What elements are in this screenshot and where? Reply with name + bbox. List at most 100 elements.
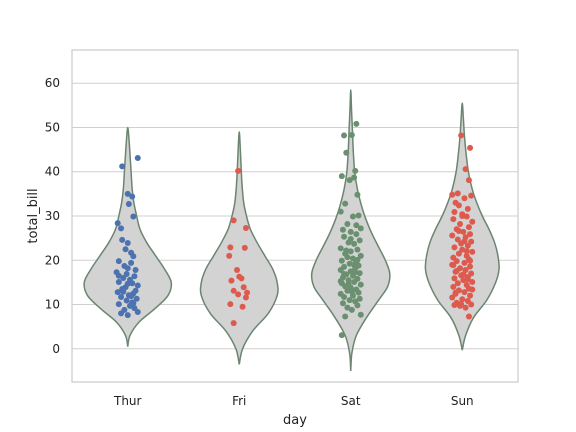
point-sat bbox=[341, 132, 348, 139]
point-sun bbox=[453, 267, 460, 274]
point-sat bbox=[347, 228, 354, 235]
point-thur bbox=[124, 280, 131, 287]
point-sat bbox=[344, 220, 351, 227]
point-sun bbox=[465, 177, 472, 184]
point-sat bbox=[348, 288, 355, 295]
point-sun bbox=[449, 232, 456, 239]
violin-thur bbox=[83, 126, 173, 347]
point-sat bbox=[341, 294, 348, 301]
point-thur bbox=[132, 267, 139, 274]
point-sat bbox=[341, 233, 348, 240]
point-sat bbox=[351, 240, 358, 247]
point-sun bbox=[467, 144, 474, 151]
point-sat bbox=[348, 131, 355, 138]
point-thur bbox=[128, 293, 135, 300]
point-thur bbox=[123, 270, 130, 277]
point-sun bbox=[461, 259, 468, 266]
point-sat bbox=[346, 297, 353, 304]
point-sat bbox=[339, 226, 346, 233]
point-sun bbox=[463, 213, 470, 220]
point-sat bbox=[342, 313, 349, 320]
point-sat bbox=[354, 256, 361, 263]
x-axis-ticks: Thur Fri Sat Sun bbox=[113, 394, 474, 408]
point-sun bbox=[464, 242, 471, 249]
x-tick-label: Thur bbox=[113, 394, 142, 408]
point-thur bbox=[120, 288, 127, 295]
violin-fri bbox=[199, 131, 279, 365]
point-sun bbox=[451, 244, 458, 251]
point-sun bbox=[458, 132, 465, 139]
point-fri bbox=[226, 252, 233, 259]
point-thur bbox=[131, 305, 138, 312]
point-sun bbox=[454, 236, 461, 243]
point-sat bbox=[354, 302, 361, 309]
point-sun bbox=[462, 267, 469, 274]
point-sat bbox=[357, 225, 364, 232]
point-fri bbox=[227, 244, 234, 251]
violin-sun bbox=[424, 102, 500, 351]
point-thur bbox=[124, 265, 131, 272]
point-thur bbox=[114, 289, 121, 296]
point-fri bbox=[242, 224, 249, 231]
point-fri bbox=[234, 267, 241, 274]
point-thur bbox=[129, 280, 136, 287]
point-sun bbox=[460, 271, 467, 278]
point-sat bbox=[341, 270, 348, 277]
point-fri bbox=[235, 291, 242, 298]
y-tick-label: 50 bbox=[45, 120, 60, 134]
point-fri bbox=[244, 289, 251, 296]
point-sat bbox=[344, 254, 351, 261]
y-tick-label: 60 bbox=[45, 76, 60, 90]
point-sun bbox=[463, 247, 470, 254]
point-fri bbox=[230, 320, 237, 327]
point-sat bbox=[339, 300, 346, 307]
point-sat bbox=[352, 269, 359, 276]
point-thur bbox=[115, 278, 122, 285]
point-fri bbox=[238, 275, 245, 282]
strip-points bbox=[113, 120, 476, 339]
point-thur bbox=[118, 225, 125, 232]
point-fri bbox=[239, 303, 246, 310]
point-sat bbox=[351, 278, 358, 285]
point-thur bbox=[118, 294, 125, 301]
point-sat bbox=[345, 281, 352, 288]
point-sat bbox=[347, 268, 354, 275]
point-sun bbox=[450, 262, 457, 269]
point-sun bbox=[469, 218, 476, 225]
point-sat bbox=[344, 304, 351, 311]
point-sat bbox=[351, 174, 358, 181]
point-thur bbox=[123, 297, 130, 304]
point-thur bbox=[133, 295, 140, 302]
point-fri bbox=[227, 301, 234, 308]
point-sun bbox=[467, 292, 474, 299]
point-sun bbox=[459, 213, 466, 219]
point-thur bbox=[115, 258, 122, 265]
point-fri bbox=[240, 284, 247, 291]
point-sat bbox=[344, 287, 351, 294]
point-sat bbox=[338, 257, 345, 264]
point-sun bbox=[450, 216, 457, 223]
point-sun bbox=[468, 192, 475, 199]
point-thur bbox=[124, 312, 131, 319]
point-sat bbox=[356, 270, 363, 277]
point-sun bbox=[465, 313, 472, 320]
point-thur bbox=[122, 246, 129, 253]
x-tick-label: Sun bbox=[451, 394, 474, 408]
point-thur bbox=[115, 301, 122, 308]
point-fri bbox=[242, 294, 249, 301]
point-sun bbox=[460, 277, 467, 284]
point-thur bbox=[134, 309, 141, 316]
point-sat bbox=[353, 231, 360, 238]
point-sun bbox=[460, 228, 467, 235]
x-tick-label: Sat bbox=[341, 394, 361, 408]
point-thur bbox=[129, 193, 136, 200]
y-axis-label: total_bill bbox=[26, 188, 41, 243]
point-sun bbox=[469, 248, 476, 255]
point-sun bbox=[465, 224, 472, 231]
point-sat bbox=[342, 200, 349, 207]
point-thur bbox=[119, 236, 126, 243]
point-sun bbox=[468, 238, 475, 245]
point-sun bbox=[459, 296, 466, 303]
point-sun bbox=[458, 301, 465, 308]
